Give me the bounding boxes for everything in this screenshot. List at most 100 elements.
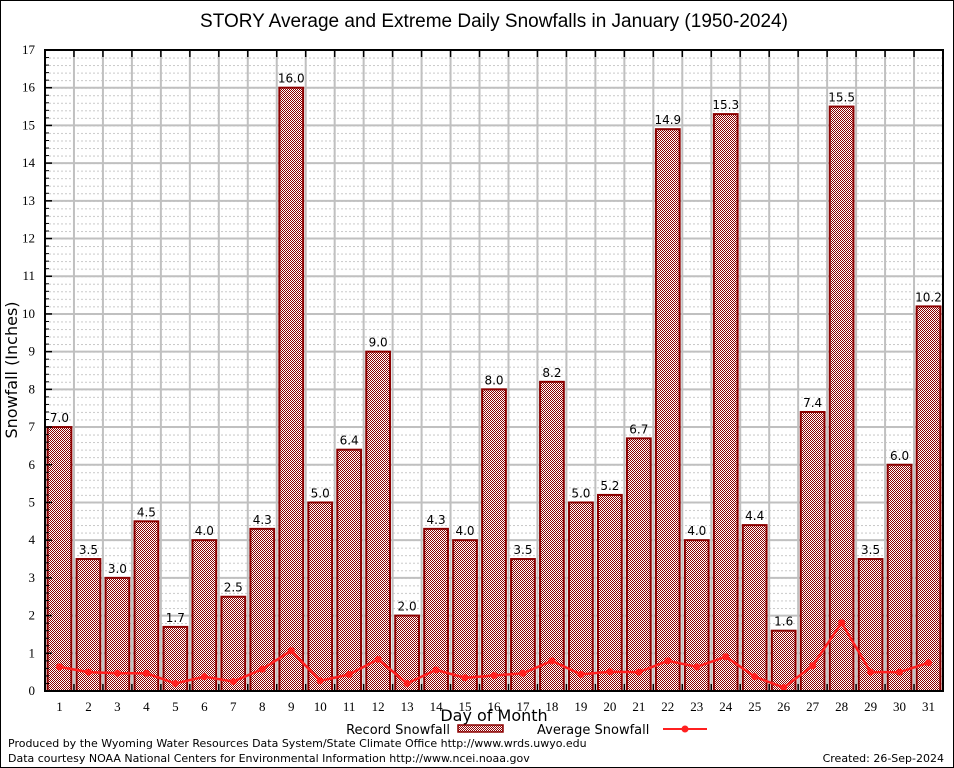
average-point-day-27 [809, 662, 817, 670]
x-tick-label: 11 [343, 699, 356, 714]
bar-value-label: 9.0 [369, 336, 388, 350]
bar-value-label: 2.5 [224, 581, 243, 595]
x-tick-label: 8 [259, 699, 266, 714]
y-tick-label: 2 [29, 608, 36, 623]
y-tick-label: 12 [22, 231, 35, 246]
x-tick-label: 14 [430, 699, 444, 714]
x-tick-label: 23 [690, 699, 703, 714]
average-point-day-20 [606, 668, 614, 676]
x-tick-label: 7 [230, 699, 237, 714]
bar-value-label: 15.5 [828, 91, 855, 105]
bar-value-label: 7.4 [803, 396, 822, 410]
bar-day-31 [915, 305, 942, 692]
average-point-day-18 [548, 657, 556, 665]
x-tick-label: 13 [401, 699, 414, 714]
y-tick-label: 6 [29, 457, 36, 472]
average-point-day-2 [84, 668, 92, 676]
x-tick-label: 2 [85, 699, 92, 714]
bar-value-label: 10.2 [915, 290, 942, 304]
average-point-day-30 [896, 668, 904, 676]
y-tick-label: 11 [22, 268, 35, 283]
average-line [55, 619, 933, 692]
x-tick-label: 10 [314, 699, 327, 714]
average-point-day-15 [461, 674, 469, 682]
footer-data-courtesy: Data courtesy NOAA National Centers for … [8, 752, 530, 765]
bar-value-label: 6.4 [340, 434, 359, 448]
average-point-day-25 [751, 673, 759, 681]
average-point-day-1 [55, 663, 63, 671]
y-tick-label: 16 [22, 80, 36, 95]
bar-value-label: 4.3 [253, 513, 272, 527]
bar-day-10 [307, 501, 334, 692]
y-tick-label: 9 [29, 344, 36, 359]
bar-value-label: 4.4 [745, 509, 764, 523]
x-tick-label: 21 [632, 699, 645, 714]
average-point-day-29 [867, 668, 875, 676]
bar-day-1 [46, 426, 73, 692]
footer-produced-by: Produced by the Wyoming Water Resources … [8, 737, 587, 750]
x-tick-label: 22 [661, 699, 674, 714]
bar-value-label: 4.3 [427, 513, 446, 527]
average-point-day-19 [577, 670, 585, 678]
bar-value-label: 3.5 [513, 543, 532, 557]
bar-value-label: 4.0 [687, 524, 706, 538]
legend-average-marker [681, 725, 689, 733]
legend-record-label: Record Snowfall [346, 723, 450, 738]
bar-value-label: 8.0 [484, 373, 503, 387]
bar-day-19 [568, 501, 594, 692]
bar-value-label: 4.5 [137, 505, 156, 519]
x-tick-label: 29 [864, 699, 877, 714]
plot-border [44, 49, 944, 692]
bar-day-28 [828, 105, 855, 692]
y-tick-label: 7 [29, 419, 36, 434]
y-tick-label: 13 [22, 193, 35, 208]
bar-day-9 [278, 86, 305, 693]
bar-day-18 [539, 380, 565, 692]
bar-day-4 [133, 520, 160, 693]
average-point-day-14 [432, 666, 440, 674]
x-tick-label: 24 [719, 699, 733, 714]
bar-day-20 [596, 493, 623, 692]
bar-value-label: 16.0 [278, 72, 305, 86]
y-tick-label: 1 [29, 645, 36, 660]
bar-day-27 [799, 410, 826, 692]
x-tick-label: 20 [603, 699, 616, 714]
x-tick-label: 6 [201, 699, 208, 714]
x-tick-label: 30 [893, 699, 906, 714]
average-point-day-28 [838, 619, 846, 627]
legend-average-label: Average Snowfall [537, 723, 649, 738]
chart-title: STORY Average and Extreme Daily Snowfall… [200, 11, 788, 32]
bar-day-21 [625, 437, 652, 692]
y-tick-label: 5 [29, 494, 36, 509]
average-point-day-12 [374, 655, 382, 663]
bar-value-label: 1.6 [774, 615, 793, 629]
x-tick-label: 17 [516, 699, 530, 714]
x-tick-label: 27 [806, 699, 820, 714]
x-tick-label: 15 [459, 699, 472, 714]
average-point-day-24 [722, 653, 730, 661]
bar-day-24 [712, 113, 739, 693]
bar-value-label: 15.3 [712, 98, 739, 112]
bar-value-label: 3.5 [79, 543, 98, 557]
bar-value-label: 5.2 [600, 479, 619, 493]
bar-value-label: 3.0 [108, 562, 127, 576]
x-tick-label: 26 [777, 699, 791, 714]
x-tick-label: 3 [114, 699, 121, 714]
bar-value-label: 5.0 [311, 486, 330, 500]
y-tick-label: 14 [22, 155, 36, 170]
x-tick-label: 5 [172, 699, 179, 714]
x-tick-label: 18 [545, 699, 558, 714]
bar-value-label: 5.0 [571, 486, 590, 500]
bar-value-label: 6.0 [890, 449, 909, 463]
average-point-day-9 [287, 647, 295, 655]
legend-record-swatch [457, 724, 504, 733]
average-point-day-6 [200, 673, 208, 681]
bar-day-30 [886, 463, 913, 692]
y-axis-label: Snowfall (Inches) [2, 301, 21, 438]
x-tick-label: 9 [288, 699, 295, 714]
bar-day-6 [191, 539, 218, 692]
bar-value-label: 3.5 [861, 543, 880, 557]
average-point-day-23 [693, 663, 701, 671]
